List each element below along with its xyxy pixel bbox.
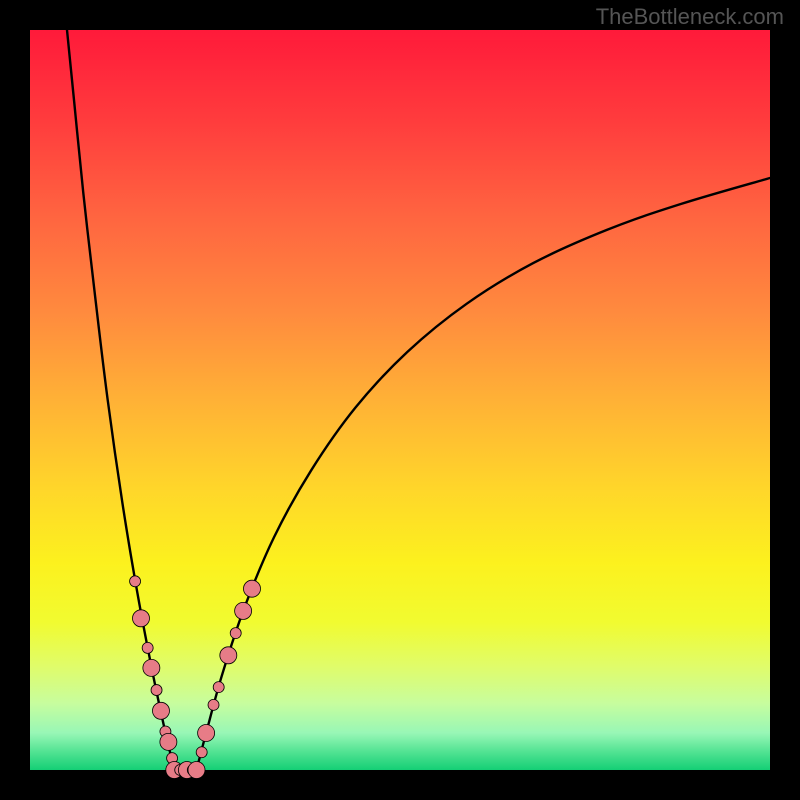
data-marker: [196, 747, 207, 758]
data-marker: [235, 602, 252, 619]
data-marker: [143, 659, 160, 676]
data-marker: [130, 576, 141, 587]
data-marker: [142, 642, 153, 653]
data-marker: [152, 702, 169, 719]
chart-container: TheBottleneck.com: [0, 0, 800, 800]
plot-area: [30, 30, 770, 770]
watermark-text: TheBottleneck.com: [596, 4, 784, 30]
data-marker: [220, 647, 237, 664]
data-marker: [151, 685, 162, 696]
plot-svg: [0, 0, 800, 800]
data-marker: [213, 682, 224, 693]
data-marker: [198, 725, 215, 742]
data-marker: [230, 628, 241, 639]
data-marker: [188, 762, 205, 779]
data-marker: [208, 699, 219, 710]
data-marker: [160, 733, 177, 750]
data-marker: [133, 610, 150, 627]
data-marker: [244, 580, 261, 597]
